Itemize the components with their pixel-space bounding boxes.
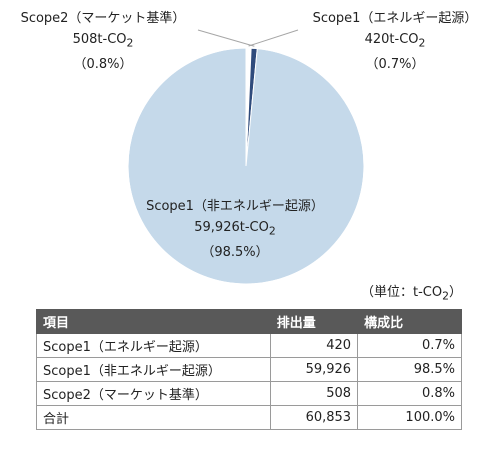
slice-label-percent: （0.8%）	[73, 56, 133, 72]
slice-label-name: Scope1（非エネルギー起源）	[146, 199, 324, 214]
cell-ratio: 0.8%	[357, 381, 462, 406]
leader-line-scope1-energy	[248, 29, 299, 47]
summary-table: 項目 排出量 構成比 Scope1（エネルギー起源） 420 0.7% Scop…	[36, 309, 462, 430]
cell-emissions: 420	[269, 333, 359, 358]
cell-item: Scope2（マーケット基準）	[36, 381, 271, 406]
cell-emissions: 60,853	[269, 405, 359, 430]
slice-label-value: 508t-CO2	[72, 32, 134, 50]
header-emissions: 排出量	[269, 309, 359, 334]
cell-ratio: 0.7%	[357, 333, 462, 358]
slice-label-name: Scope1（エネルギー起源）	[312, 11, 478, 26]
table-row: Scope1（非エネルギー起源） 59,926 98.5%	[36, 357, 462, 382]
slice-label-scope1-non-energy: Scope1（非エネルギー起源） 59,926t-CO2 （98.5%）	[125, 196, 345, 263]
cell-ratio: 98.5%	[357, 357, 462, 382]
table-row: Scope2（マーケット基準） 508 0.8%	[36, 381, 462, 406]
table-row: Scope1（エネルギー起源） 420 0.7%	[36, 333, 462, 358]
slice-label-value: 420t-CO2	[364, 32, 426, 50]
cell-emissions: 508	[269, 381, 359, 406]
cell-item: Scope1（エネルギー起源）	[36, 333, 271, 358]
cell-item: 合計	[36, 405, 271, 430]
slice-label-percent: （0.7%）	[365, 56, 425, 72]
slice-label-name: Scope2（マーケット基準）	[20, 11, 186, 26]
slice-label-value: 59,926t-CO2	[194, 220, 276, 238]
slice-label-scope1-energy: Scope1（エネルギー起源） 420t-CO2 （0.7%）	[300, 8, 490, 75]
table-header-row: 項目 排出量 構成比	[36, 309, 462, 334]
cell-ratio: 100.0%	[357, 405, 462, 430]
cell-emissions: 59,926	[269, 357, 359, 382]
leader-line-scope2-market	[197, 29, 255, 47]
header-ratio: 構成比	[357, 309, 462, 334]
table-row-total: 合計 60,853 100.0%	[36, 405, 462, 430]
slice-label-scope2-market: Scope2（マーケット基準） 508t-CO2 （0.8%）	[8, 8, 198, 75]
slice-label-percent: （98.5%）	[201, 244, 269, 260]
pie-outline	[127, 47, 365, 285]
unit-note: （単位：t-CO2）	[360, 285, 462, 303]
header-item: 項目	[36, 309, 271, 334]
cell-item: Scope1（非エネルギー起源）	[36, 357, 271, 382]
